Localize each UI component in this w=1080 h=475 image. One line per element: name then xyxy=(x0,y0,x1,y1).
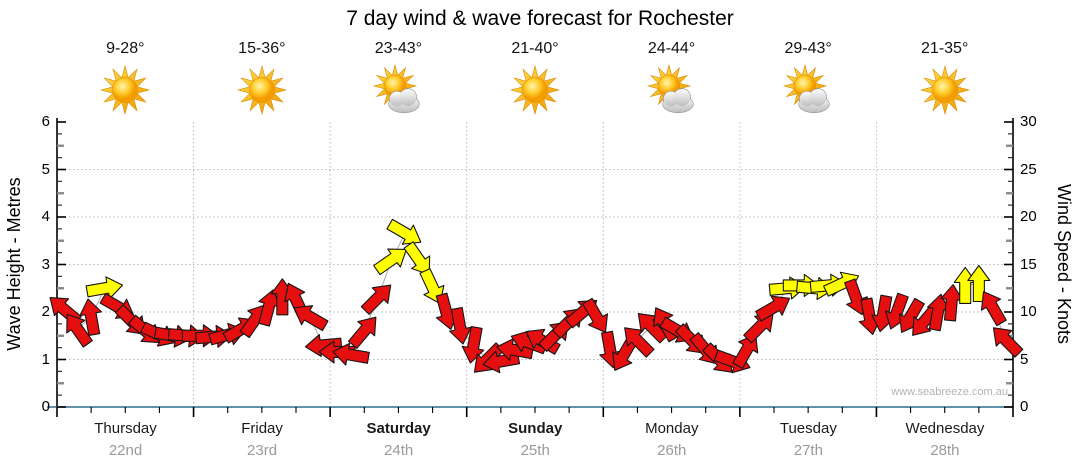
left-axis-tick-label: 6 xyxy=(41,113,50,130)
day-temp-range: 9-28° xyxy=(106,40,145,57)
partly-cloudy-icon xyxy=(373,63,421,114)
day-temp-range: 21-35° xyxy=(921,40,969,57)
x-axis-day-label: Wednesday xyxy=(905,420,985,437)
left-axis-tick-label: 0 xyxy=(41,398,50,415)
x-axis-day-label: Tuesday xyxy=(779,420,837,437)
wind-arrow xyxy=(347,316,377,349)
wind-arrow xyxy=(624,327,655,358)
wind-arrow xyxy=(927,293,950,332)
left-axis-tick-label: 5 xyxy=(41,160,50,178)
day-temp-range: 23-43° xyxy=(374,40,423,57)
sunny-icon xyxy=(100,64,151,116)
weather-icon-sunny xyxy=(917,64,973,116)
day-temp-range: 29-43° xyxy=(784,40,832,57)
left-axis-tick-label: 4 xyxy=(41,208,50,225)
wind-arrow xyxy=(85,276,124,300)
x-axis-date-label: 24th xyxy=(384,442,414,459)
x-axis-date-label: 25th xyxy=(520,442,550,459)
wind-arrow xyxy=(992,327,1024,358)
sunny-icon xyxy=(509,64,561,116)
day-temp-range: 24-44° xyxy=(647,40,696,57)
partly-cloudy-icon xyxy=(646,63,694,114)
x-axis-day-label: Saturday xyxy=(366,420,431,437)
wind-arrow xyxy=(940,284,964,322)
wind-arrow xyxy=(419,268,445,305)
left-axis-tick-label: 1 xyxy=(41,350,50,368)
weather-icon-sunny xyxy=(234,64,290,116)
day-temp-range: 15-36° xyxy=(238,40,286,57)
x-axis-date-label: 26th xyxy=(657,442,687,459)
wind-arrow xyxy=(332,342,370,366)
weather-icon-partly-cloudy xyxy=(780,63,836,116)
x-axis-date-label: 23rd xyxy=(247,442,278,459)
wind-arrow xyxy=(66,313,93,348)
left-axis-tick-label: 3 xyxy=(41,255,50,273)
weather-icon-sunny xyxy=(97,64,153,116)
left-axis-tick-label: 2 xyxy=(41,303,50,320)
x-axis-day-label: Thursday xyxy=(94,420,157,437)
right-axis-tick-label: 20 xyxy=(1020,208,1037,225)
wind-arrow xyxy=(461,326,485,364)
wind-arrow xyxy=(582,297,609,333)
right-axis-tick-label: 5 xyxy=(1020,350,1029,368)
x-axis-day-label: Monday xyxy=(645,420,699,437)
wind-arrow xyxy=(403,241,431,276)
right-axis-tick-label: 25 xyxy=(1020,160,1037,178)
right-axis-tick-label: 30 xyxy=(1020,113,1037,130)
wind-arrow xyxy=(980,291,1007,327)
wind-arrow xyxy=(293,305,329,332)
sunny-icon xyxy=(236,64,287,116)
wind-arrow xyxy=(386,218,422,245)
x-axis-day-label: Friday xyxy=(241,420,283,437)
wind-arrow xyxy=(360,284,392,315)
day-temp-range: 21-40° xyxy=(511,40,559,57)
wind-arrow xyxy=(449,307,472,345)
watermark: www.seabreeze.com.au xyxy=(891,386,1008,398)
sunny-icon xyxy=(919,64,970,116)
wind-arrow xyxy=(743,312,774,344)
x-axis-date-label: 28th xyxy=(930,442,960,459)
x-axis-date-label: 27th xyxy=(793,442,823,459)
right-axis-tick-label: 15 xyxy=(1020,255,1037,273)
weather-icon-partly-cloudy xyxy=(644,63,700,116)
chart-title: 7 day wind & wave forecast for Rochester xyxy=(346,7,734,30)
weather-icon-sunny xyxy=(507,64,563,116)
x-axis-day-label: Sunday xyxy=(508,420,563,437)
wind-arrow xyxy=(755,295,791,322)
partly-cloudy-icon xyxy=(782,63,830,114)
wind-arrow xyxy=(373,248,407,276)
wind-arrow xyxy=(79,298,103,336)
x-axis-date-label: 22nd xyxy=(108,442,143,459)
weather-icon-partly-cloudy xyxy=(370,63,426,116)
right-axis-tick-label: 10 xyxy=(1020,303,1037,320)
right-axis-tick-label: 0 xyxy=(1020,398,1029,415)
